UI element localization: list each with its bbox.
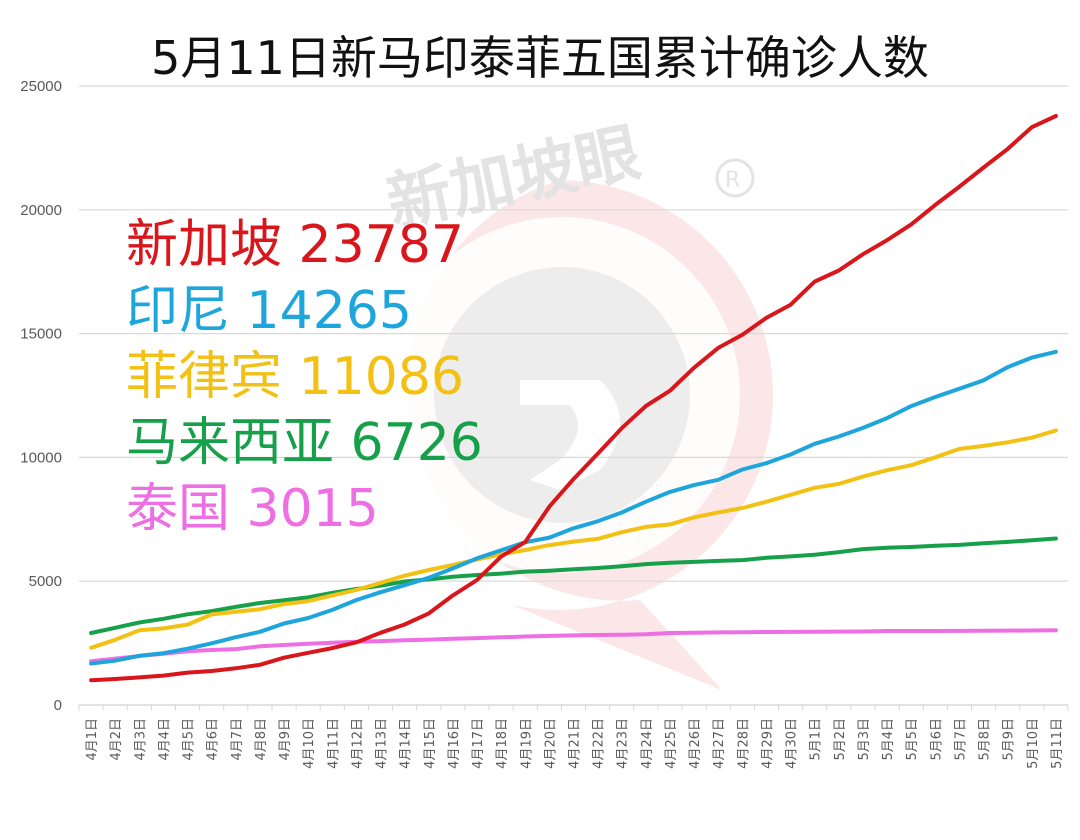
- legend-item-malaysia: 马来西亚 6726: [126, 410, 483, 476]
- x-tick-label: 4月12日: [350, 718, 365, 769]
- x-tick-label: 4月22日: [592, 718, 607, 769]
- y-tick-label: 5000: [29, 573, 62, 590]
- x-tick-label: 4月26日: [688, 718, 703, 769]
- legend-name: 泰国: [126, 479, 231, 539]
- y-tick-label: 20000: [20, 202, 62, 219]
- x-tick-label: 4月29日: [760, 718, 775, 769]
- legend-name: 马来西亚: [126, 413, 335, 473]
- x-tick-label: 4月19日: [519, 718, 534, 769]
- x-tick-label: 4月7日: [230, 718, 245, 761]
- x-tick-label: 4月20日: [543, 718, 558, 769]
- x-tick-label: 4月17日: [471, 718, 486, 769]
- legend-item-philippines: 菲律宾 11086: [126, 344, 483, 410]
- x-tick-label: 4月24日: [640, 718, 655, 769]
- series-line-1: [89, 349, 1058, 666]
- series-line-2: [89, 428, 1058, 650]
- chart-title: 5月11日新马印泰菲五国累计确诊人数: [151, 31, 929, 85]
- series-line-0: [89, 114, 1058, 683]
- x-tick-label: 4月16日: [447, 718, 462, 769]
- x-tick-label: 4月8日: [254, 718, 269, 761]
- legend-item-indonesia: 印尼 14265: [126, 278, 483, 344]
- x-tick-label: 4月11日: [326, 718, 341, 769]
- x-tick-label: 5月8日: [978, 718, 993, 761]
- legend-name: 印尼: [126, 281, 231, 341]
- x-tick-label: 5月9日: [1002, 718, 1017, 761]
- x-tick-label: 5月10日: [1026, 718, 1041, 769]
- x-tick-label: 4月18日: [495, 718, 510, 769]
- x-tick-label: 4月9日: [278, 718, 293, 761]
- gridlines: [79, 85, 1068, 582]
- x-tick-label: 4月6日: [206, 718, 221, 761]
- x-tick-label: 5月6日: [929, 718, 944, 761]
- x-tick-label: 5月4日: [881, 718, 896, 761]
- legend: 新加坡 23787 印尼 14265 菲律宾 11086 马来西亚 6726 泰…: [126, 212, 483, 542]
- legend-value: 6726: [350, 413, 483, 473]
- registered-icon: R: [725, 168, 740, 193]
- legend-item-thailand: 泰国 3015: [126, 476, 483, 542]
- x-tick-label: 4月28日: [736, 718, 751, 769]
- x-tick-label: 5月3日: [857, 718, 872, 761]
- y-axis: 0 5000 10000 15000 20000 25000: [20, 78, 62, 714]
- legend-value: 3015: [246, 479, 379, 539]
- legend-value: 23787: [298, 215, 464, 275]
- x-tick-label: 5月5日: [905, 718, 920, 761]
- legend-value: 11086: [298, 347, 464, 407]
- legend-value: 14265: [246, 281, 412, 341]
- x-tick-label: 4月1日: [85, 718, 100, 761]
- x-tick-label: 5月11日: [1050, 718, 1065, 769]
- x-axis: 4月1日 4月2日 4月3日 4月4日 4月5日 4月6日 4月7日 4月8日 4月9日 4月10…: [78, 704, 1069, 769]
- x-tick-label: 4月3日: [133, 718, 148, 761]
- x-tick-label: 5月2日: [833, 718, 848, 761]
- series-lines: [89, 114, 1058, 683]
- x-tick-label: 4月10日: [302, 718, 317, 769]
- x-tick-label: 4月27日: [712, 718, 727, 769]
- series-line-4: [89, 628, 1058, 664]
- legend-item-singapore: 新加坡 23787: [126, 212, 483, 278]
- x-tick-label: 4月25日: [664, 718, 679, 769]
- x-tick-label: 4月14日: [399, 718, 414, 769]
- x-tick-label: 5月7日: [953, 718, 968, 761]
- x-tick-label: 5月1日: [809, 718, 824, 761]
- y-tick-label: 15000: [20, 326, 62, 343]
- x-tick-label: 4月21日: [568, 718, 583, 769]
- legend-name: 菲律宾: [126, 347, 283, 407]
- x-tick-label: 4月5日: [182, 718, 197, 761]
- y-tick-label: 25000: [20, 78, 62, 95]
- x-tick-label: 4月2日: [109, 718, 124, 761]
- x-tick-label: 4月15日: [423, 718, 438, 769]
- x-tick-label: 4月23日: [616, 718, 631, 769]
- y-tick-label: 10000: [20, 449, 62, 466]
- series-line-3: [89, 536, 1058, 635]
- x-tick-label: 4月13日: [375, 718, 390, 769]
- y-tick-label: 0: [54, 697, 62, 714]
- x-tick-label: 4月30日: [785, 718, 800, 769]
- x-tick-label: 4月4日: [157, 718, 172, 761]
- legend-name: 新加坡: [126, 215, 283, 275]
